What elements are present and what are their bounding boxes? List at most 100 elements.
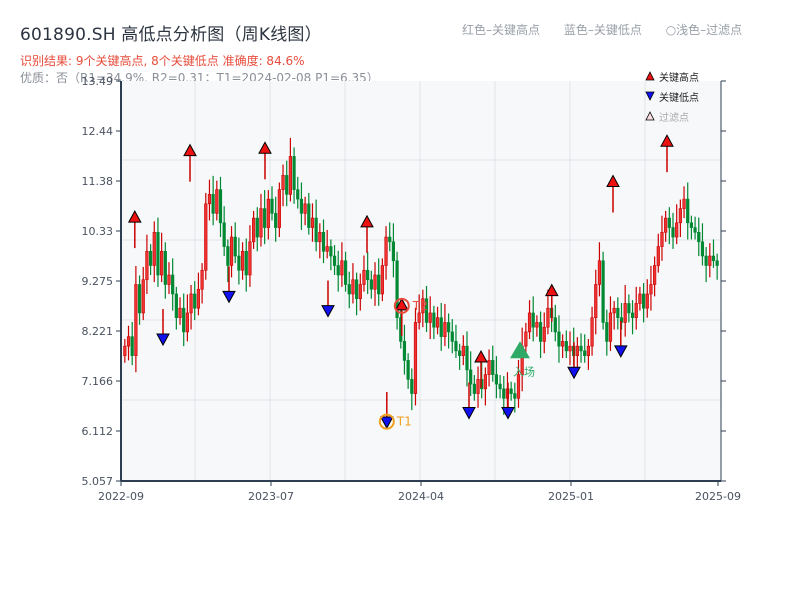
candle-body (222, 222, 226, 247)
triangle-up-icon (645, 71, 655, 81)
candle-body (498, 383, 502, 390)
y-tick-label: 8.221 (82, 325, 114, 338)
candle-body (160, 250, 164, 276)
candle-body (174, 293, 178, 318)
candle-body (630, 312, 635, 318)
candle-body (579, 345, 583, 352)
candle-body (557, 331, 561, 347)
candle-body (678, 208, 682, 224)
candle-body (417, 312, 421, 323)
x-tick-label: 2025-01 (548, 490, 594, 503)
candle-body (226, 246, 230, 266)
candle-body (233, 236, 237, 257)
candle-body (377, 274, 381, 295)
candle-body (347, 284, 351, 295)
y-tick-label: 13.49 (82, 75, 114, 88)
candle-body (524, 331, 528, 347)
legend-item-filtered: 过滤点 (645, 106, 699, 126)
candle-body (708, 255, 712, 266)
top-legend-red: 红色–关键高点 (462, 23, 541, 37)
t1-label: T1 (396, 415, 412, 429)
chart-title: 601890.SH 高低点分析图（周K线图） (20, 25, 322, 45)
candle-body (476, 379, 480, 394)
candle-body (288, 156, 292, 195)
top-legend-light: ○浅色–过滤点 (665, 23, 743, 37)
candle-body (237, 255, 241, 271)
candle-body (590, 317, 594, 347)
key-low-marker (501, 407, 515, 420)
candle-body (402, 341, 407, 361)
candle-body (711, 255, 716, 262)
triangle-up-hollow-icon (645, 111, 655, 121)
candle-body (634, 303, 638, 318)
candle-body (494, 374, 499, 385)
top-legend: 红色–关键高点 蓝色–关键低点 ○浅色–过滤点 (462, 21, 742, 38)
candle-body (428, 312, 432, 323)
key-low-marker (156, 333, 170, 347)
candle-body (373, 274, 377, 290)
candle-body (491, 360, 495, 375)
y-tick-label: 5.057 (82, 475, 114, 488)
candle-body (502, 388, 506, 399)
candle-body (675, 222, 679, 238)
candle-body (343, 260, 348, 285)
key-high-marker (544, 283, 559, 297)
key-low-marker (321, 305, 335, 318)
candle-body (263, 208, 267, 228)
candle-body (432, 312, 436, 328)
candle-body (435, 317, 440, 328)
candle-body (700, 241, 705, 257)
candle-body (178, 307, 182, 318)
chart-legend: 关键高点 关键低点 过滤点 (645, 66, 699, 126)
candle-body (439, 317, 443, 337)
candle-body (252, 217, 256, 243)
legend-item-key-high: 关键高点 (645, 66, 699, 86)
candle-body (307, 203, 311, 228)
candle-body (608, 312, 613, 342)
candle-body (623, 303, 627, 323)
candle-body (388, 236, 392, 243)
candle-body (189, 293, 193, 314)
top-legend-blue: 蓝色–关键低点 (563, 23, 642, 37)
candle-body (413, 322, 418, 394)
candle-body (292, 156, 296, 190)
y-tick-label: 10.33 (82, 225, 114, 238)
candle-body (185, 312, 189, 333)
key-high-marker (360, 214, 374, 228)
candle-body (531, 312, 535, 328)
key-high-marker (660, 134, 674, 147)
candle-body (693, 227, 697, 233)
candle-body (171, 274, 175, 295)
candle-body (137, 284, 142, 314)
candle-body (380, 265, 384, 295)
candle-body (318, 232, 322, 243)
candle-body (472, 383, 476, 394)
candle-body (152, 232, 156, 266)
candle-body (296, 189, 300, 200)
candle-body (240, 250, 245, 271)
candle-body (535, 322, 539, 328)
candle-body (355, 279, 359, 300)
candle-body (671, 227, 675, 238)
candle-body (277, 189, 281, 228)
triangle-down-icon (645, 91, 655, 101)
candle-body (369, 279, 373, 290)
result-summary: 识别结果: 9个关键高点, 8个关键低点 准确度: 84.6% (20, 54, 305, 68)
candle-body (421, 298, 425, 314)
candle-body (229, 236, 234, 266)
candle-body (704, 255, 708, 266)
candle-body (310, 217, 315, 228)
candle-body (446, 322, 451, 333)
candle-body (605, 322, 609, 342)
candle-body (193, 293, 197, 309)
candle-body (281, 175, 285, 190)
candle-body (653, 265, 657, 285)
candle-body (443, 322, 447, 337)
candle-body (649, 284, 653, 295)
candle-body (362, 269, 366, 285)
candle-body (244, 250, 248, 276)
candle-body (218, 189, 223, 224)
candle-body (266, 198, 270, 228)
candle-body (366, 269, 370, 281)
